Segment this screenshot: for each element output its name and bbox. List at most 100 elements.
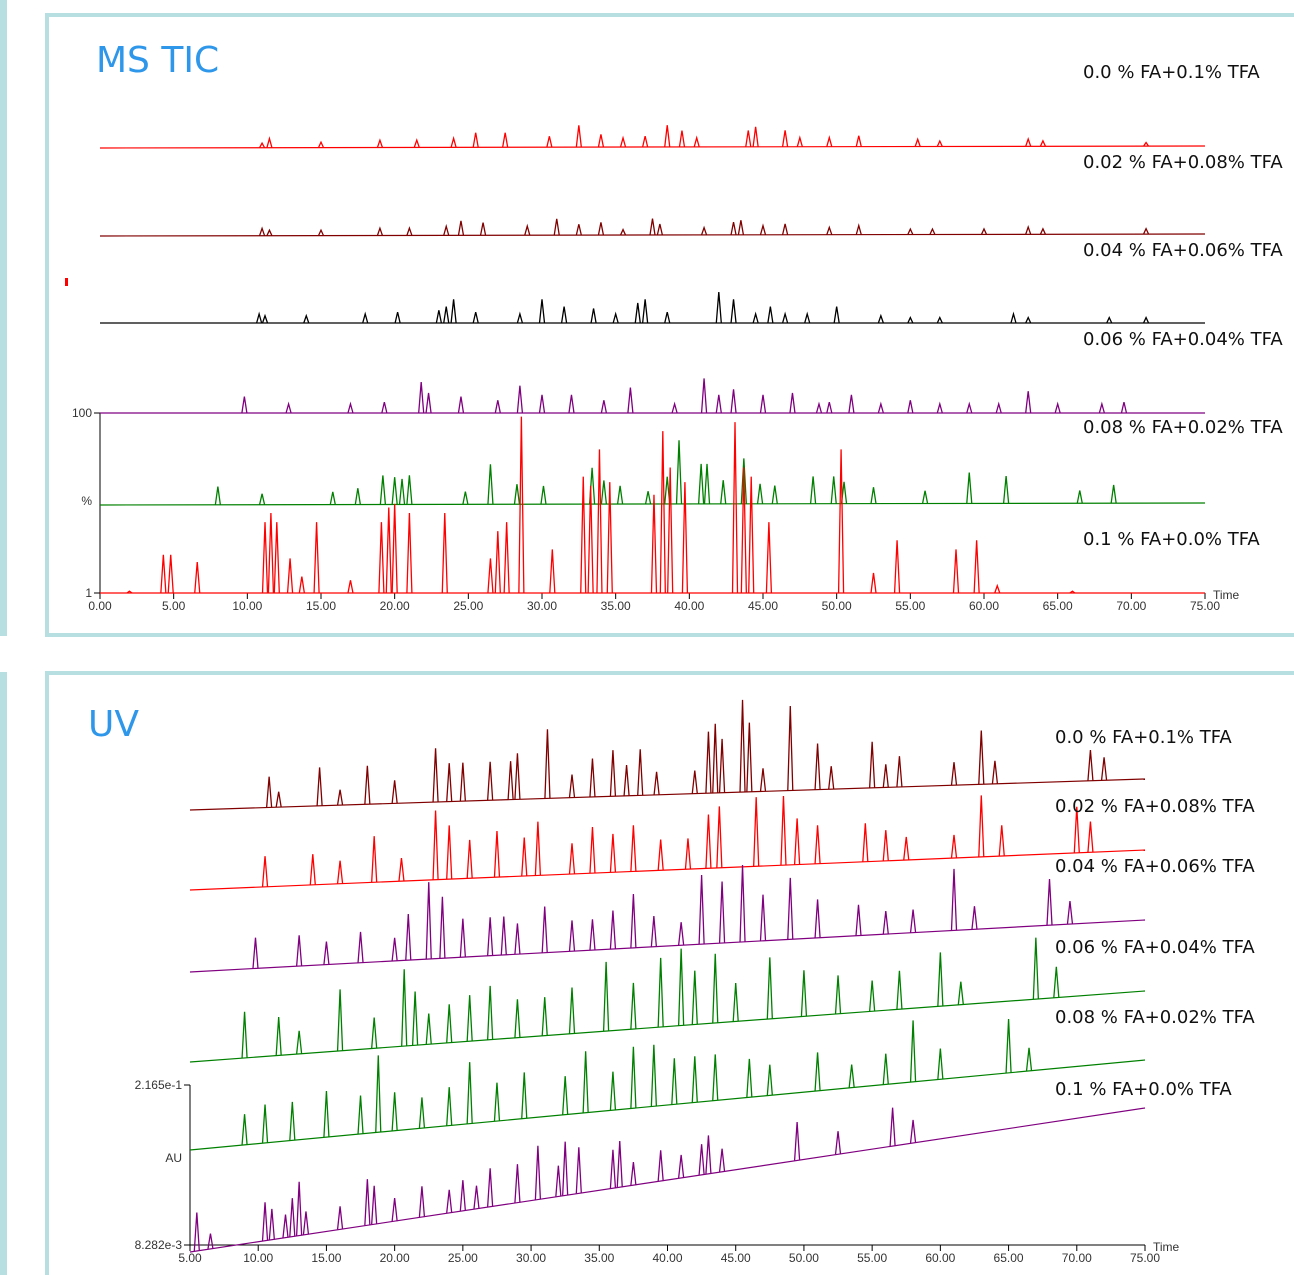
peak: [994, 583, 1001, 594]
peak: [336, 1206, 344, 1230]
peak: [705, 814, 712, 869]
peak: [1076, 490, 1083, 504]
peak: [991, 760, 999, 784]
peak: [833, 306, 840, 324]
peak: [347, 401, 354, 414]
peak: [323, 941, 330, 965]
peak: [870, 487, 877, 504]
peak: [472, 311, 479, 324]
peak: [907, 315, 914, 324]
peak: [644, 491, 652, 505]
peak: [671, 401, 678, 414]
peak: [657, 839, 664, 871]
peak: [780, 795, 787, 866]
peak: [266, 228, 273, 236]
y-tick-label: 1: [85, 586, 92, 600]
peak: [534, 1145, 542, 1200]
peak: [830, 476, 837, 504]
peak: [759, 768, 767, 792]
peak: [1025, 137, 1032, 147]
peak: [600, 400, 608, 414]
peak: [507, 761, 514, 800]
peak: [207, 1233, 214, 1250]
peak: [1039, 139, 1047, 147]
peak: [1106, 315, 1113, 324]
x-tick-label: 50.00: [789, 1251, 819, 1265]
peak: [261, 313, 269, 324]
peak: [541, 997, 548, 1036]
peak: [1053, 966, 1060, 998]
peak: [1098, 401, 1105, 414]
peak: [568, 774, 576, 798]
peak: [1025, 1047, 1033, 1072]
peak: [494, 400, 501, 414]
peak: [1025, 315, 1032, 324]
peak: [575, 125, 582, 148]
peak: [870, 572, 877, 594]
peak: [1025, 225, 1032, 235]
peak: [313, 522, 320, 594]
series-label: 0.06 % FA+0.04% TFA: [1055, 937, 1255, 958]
peak: [712, 1054, 719, 1101]
side-bar: [0, 0, 7, 636]
peak: [606, 482, 613, 594]
peak: [882, 830, 889, 861]
peak: [715, 394, 722, 414]
peak: [781, 311, 789, 324]
peak: [472, 132, 479, 148]
peak: [630, 825, 637, 872]
peak: [486, 1168, 494, 1207]
peak: [612, 311, 619, 324]
peak: [855, 904, 862, 936]
peak: [630, 894, 637, 948]
peak: [1120, 401, 1128, 414]
x-tick-label: 15.00: [306, 599, 336, 613]
peak: [401, 969, 408, 1047]
peak: [493, 831, 501, 878]
series-label: 0.02 % FA+0.08% TFA: [1055, 796, 1255, 817]
peak: [555, 1165, 562, 1197]
peak: [787, 877, 794, 940]
peak: [826, 135, 833, 147]
series-label: 0.08 % FA+0.02% TFA: [1083, 417, 1283, 438]
peak: [602, 961, 610, 1032]
peak: [693, 135, 700, 148]
peak: [479, 222, 487, 236]
peak: [309, 854, 316, 885]
peak: [376, 226, 384, 236]
peak: [609, 833, 617, 873]
peak: [273, 522, 280, 594]
peak: [391, 1198, 398, 1222]
peak: [600, 480, 608, 505]
peak: [656, 223, 664, 236]
peak: [630, 1046, 637, 1109]
peak: [406, 512, 413, 594]
x-tick-label: 60.00: [925, 1251, 955, 1265]
y-axis-label: %: [81, 494, 92, 508]
peak: [966, 472, 973, 504]
peak: [378, 522, 385, 594]
peak: [766, 957, 773, 1019]
peak: [302, 1211, 310, 1235]
peak: [737, 220, 745, 235]
peak: [855, 223, 862, 235]
peak: [828, 766, 835, 790]
peak: [459, 918, 467, 958]
peak: [317, 140, 325, 148]
peak: [568, 920, 576, 952]
peak: [275, 1016, 282, 1056]
x-tick-label: 70.00: [1116, 599, 1146, 613]
peak: [619, 135, 627, 148]
peak: [167, 554, 174, 594]
peak: [1087, 821, 1094, 853]
peak: [712, 953, 719, 1023]
series-label: 0.04 % FA+0.06% TFA: [1055, 856, 1255, 877]
peak: [411, 991, 419, 1046]
peak: [258, 226, 266, 236]
peak: [443, 306, 450, 324]
peak: [700, 378, 708, 414]
peak: [609, 910, 617, 950]
peak: [664, 476, 671, 505]
x-tick-label: 50.00: [822, 599, 852, 613]
marker: [65, 278, 68, 286]
